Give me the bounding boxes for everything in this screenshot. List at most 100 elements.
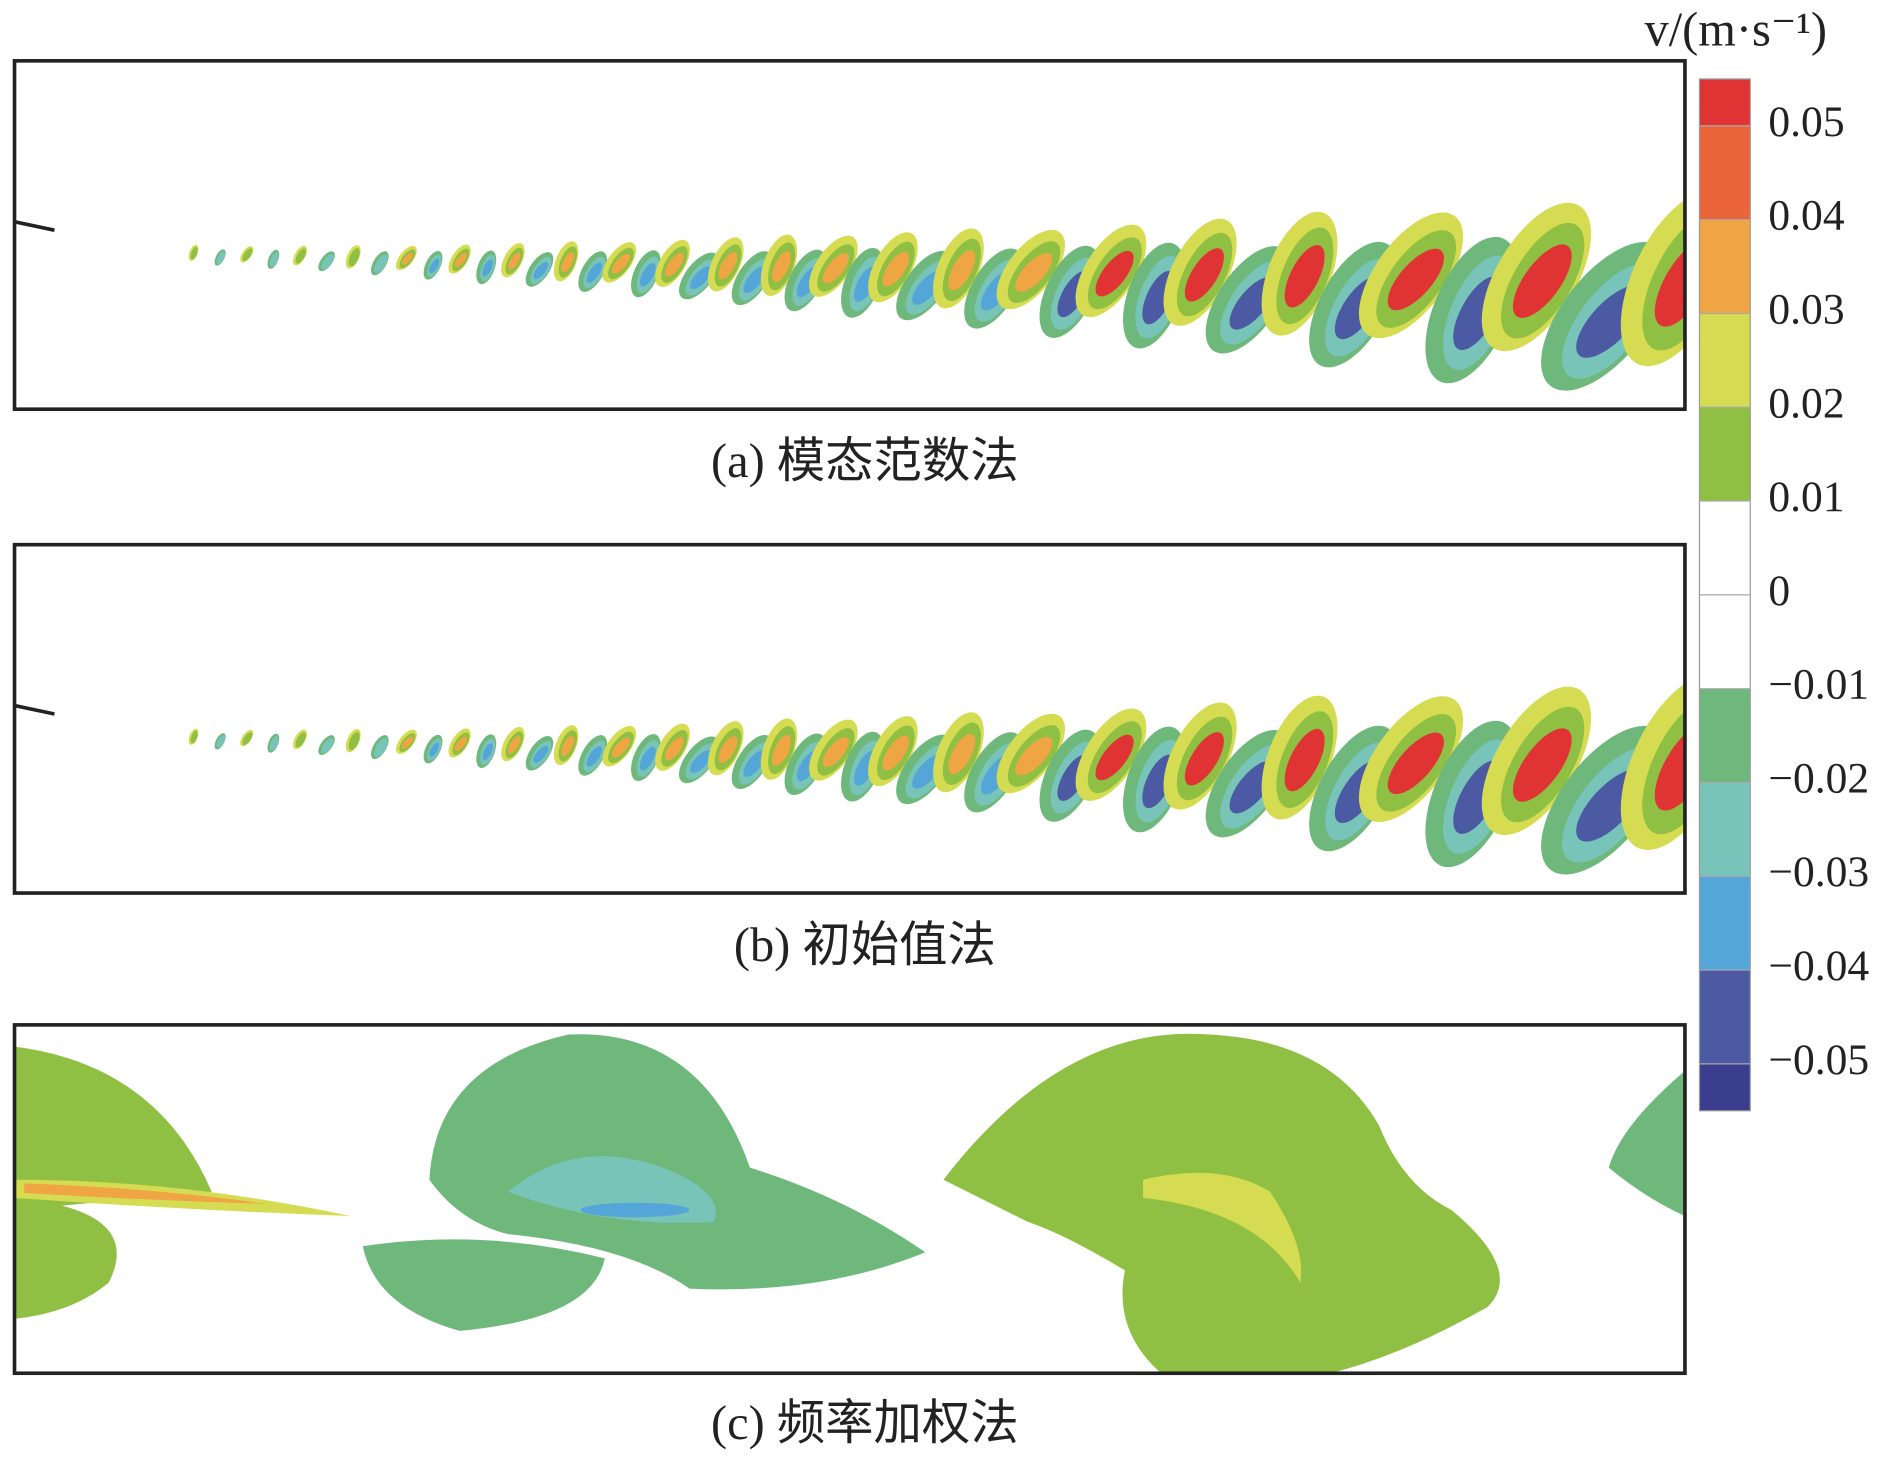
vortex-core — [561, 252, 575, 273]
colorbar-bin — [1699, 407, 1751, 502]
colorbar-bin — [1699, 876, 1751, 971]
colorbar-title: v/(m·s⁻¹) — [1645, 3, 1827, 56]
vortex-core — [454, 252, 467, 268]
vortex-core — [611, 737, 630, 758]
colorbar-tick-label: 0.03 — [1768, 285, 1844, 333]
vortex-core — [482, 259, 493, 277]
colorbar-tick-label: 0.01 — [1768, 473, 1844, 521]
vortex — [295, 732, 307, 748]
vortex-core — [533, 262, 549, 280]
panel-c-field — [14, 1033, 1685, 1374]
vortex — [242, 732, 253, 745]
vortex-core — [454, 736, 467, 752]
colorbar: 0.05 0.04 0.03 0.02 0.01 0 −0.01 −0.02 −0.03 −0.0… — [1698, 78, 1869, 1112]
vortex-core — [586, 262, 603, 283]
colorbar-tick-label: 0.05 — [1768, 98, 1844, 146]
colorbar-bin — [1699, 219, 1751, 314]
vortex — [374, 254, 388, 274]
vortex-core — [718, 252, 738, 280]
panel-a-frame — [12, 59, 1687, 412]
colorbar-tick-label: −0.03 — [1768, 848, 1869, 896]
colorbar-bin — [1699, 313, 1751, 408]
colorbar-tick-label: 0.04 — [1768, 192, 1844, 240]
caption: (b) 初始值法 — [734, 919, 996, 972]
vortex-core — [1654, 239, 1685, 327]
vortex-core — [665, 253, 684, 277]
vortex-core — [639, 263, 656, 287]
colorbar-bin — [1699, 688, 1751, 783]
vortex — [295, 248, 307, 264]
vortex — [269, 736, 279, 751]
colorbar-tick-label: −0.05 — [1768, 1036, 1869, 1084]
vortex-core — [743, 750, 766, 777]
vortex — [374, 738, 388, 758]
airfoil-edge — [14, 219, 55, 232]
vortex — [242, 248, 253, 262]
colorbar-bin — [1699, 782, 1751, 877]
colorbar-tick-label: −0.02 — [1768, 754, 1869, 802]
vortex-core — [429, 742, 440, 757]
vortex-core — [1387, 732, 1444, 795]
vortex-core — [882, 251, 909, 287]
vortex-core — [1284, 245, 1325, 308]
vortex-core — [1284, 728, 1325, 792]
colorbar-tick-label: −0.04 — [1768, 942, 1869, 990]
vortex-core — [507, 252, 521, 270]
colorbar-bin — [1699, 78, 1751, 126]
vortex-core — [1015, 736, 1053, 776]
vortex-core — [1015, 253, 1053, 292]
vortex-core — [1512, 244, 1572, 318]
colorbar-bin — [1699, 125, 1751, 220]
airfoil-edge — [14, 703, 55, 716]
vortex — [216, 251, 226, 265]
vortex-core — [882, 735, 909, 771]
panel-b-frame — [12, 542, 1687, 895]
vortex-core — [639, 746, 656, 771]
vortex-core — [822, 253, 849, 284]
vortex-core — [1184, 732, 1224, 786]
vortex-core — [401, 736, 413, 749]
vortex-core — [533, 745, 549, 763]
vortex-core — [772, 734, 792, 766]
vortex-core — [948, 733, 976, 775]
vortex — [269, 252, 279, 268]
colorbar-bin — [1699, 1063, 1751, 1111]
colorbar-tick-label: 0.02 — [1768, 379, 1844, 427]
vortex-core — [772, 251, 792, 282]
caption: (a) 模态范数法 — [711, 435, 1019, 488]
vortex-core — [1387, 248, 1444, 311]
caption: (c) 频率加权法 — [711, 1397, 1019, 1450]
vortex-core — [429, 258, 440, 274]
vortex-core — [1654, 723, 1685, 811]
vortex-core — [611, 253, 630, 274]
vortex-core — [1095, 734, 1134, 781]
vortex-core — [718, 735, 738, 764]
vortex — [348, 731, 360, 751]
vortex-core — [401, 252, 413, 265]
vortex-core — [743, 266, 766, 294]
vortex-core — [665, 736, 684, 761]
vortex-core — [822, 737, 849, 768]
vortex-core — [690, 266, 712, 289]
vortex-core — [482, 743, 493, 761]
vortex — [190, 246, 198, 260]
vortex-core — [1095, 250, 1134, 297]
panel-c-frame — [12, 1023, 1687, 1376]
vortex — [216, 735, 226, 748]
vortex — [348, 248, 360, 267]
colorbar-tick-label: −0.01 — [1768, 661, 1869, 709]
vortex-core — [948, 250, 976, 291]
panel-a-field — [14, 191, 1685, 391]
colorbar-tick-label: 0 — [1768, 567, 1790, 615]
vortex-core — [1512, 728, 1572, 802]
vortex — [190, 730, 198, 744]
vortex-core — [1184, 248, 1224, 302]
vortex-core — [690, 750, 712, 773]
vortex — [321, 737, 334, 754]
vortex — [321, 254, 334, 270]
panel-b-field — [14, 675, 1685, 875]
vortex-core — [507, 736, 521, 754]
vortex-core — [586, 746, 603, 767]
colorbar-bin — [1699, 970, 1751, 1064]
